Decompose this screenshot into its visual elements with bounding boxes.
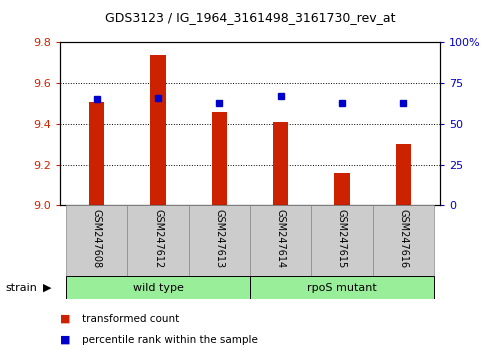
- Text: ■: ■: [60, 335, 70, 345]
- Text: strain: strain: [5, 282, 37, 293]
- Bar: [89, 102, 104, 205]
- Text: percentile rank within the sample: percentile rank within the sample: [82, 335, 258, 345]
- Text: GDS3123 / IG_1964_3161498_3161730_rev_at: GDS3123 / IG_1964_3161498_3161730_rev_at: [105, 11, 395, 24]
- Text: GSM247616: GSM247616: [398, 209, 408, 268]
- Bar: [312, 205, 372, 276]
- Bar: [273, 122, 288, 205]
- Bar: [212, 112, 227, 205]
- Bar: [250, 205, 312, 276]
- Bar: [128, 205, 188, 276]
- Text: GSM247612: GSM247612: [153, 209, 163, 268]
- Bar: [334, 173, 349, 205]
- Text: transformed count: transformed count: [82, 314, 180, 324]
- Text: GSM247615: GSM247615: [337, 209, 347, 268]
- Text: rpoS mutant: rpoS mutant: [307, 282, 377, 293]
- Text: GSM247614: GSM247614: [276, 209, 285, 268]
- Text: ▶: ▶: [42, 282, 51, 293]
- Bar: [250, 276, 434, 299]
- Text: GSM247613: GSM247613: [214, 209, 224, 268]
- Text: ■: ■: [60, 314, 70, 324]
- Bar: [396, 144, 411, 205]
- Bar: [66, 276, 250, 299]
- Text: GSM247608: GSM247608: [92, 209, 102, 268]
- Bar: [66, 205, 128, 276]
- Bar: [188, 205, 250, 276]
- Bar: [372, 205, 434, 276]
- Text: wild type: wild type: [132, 282, 184, 293]
- Bar: [150, 55, 166, 205]
